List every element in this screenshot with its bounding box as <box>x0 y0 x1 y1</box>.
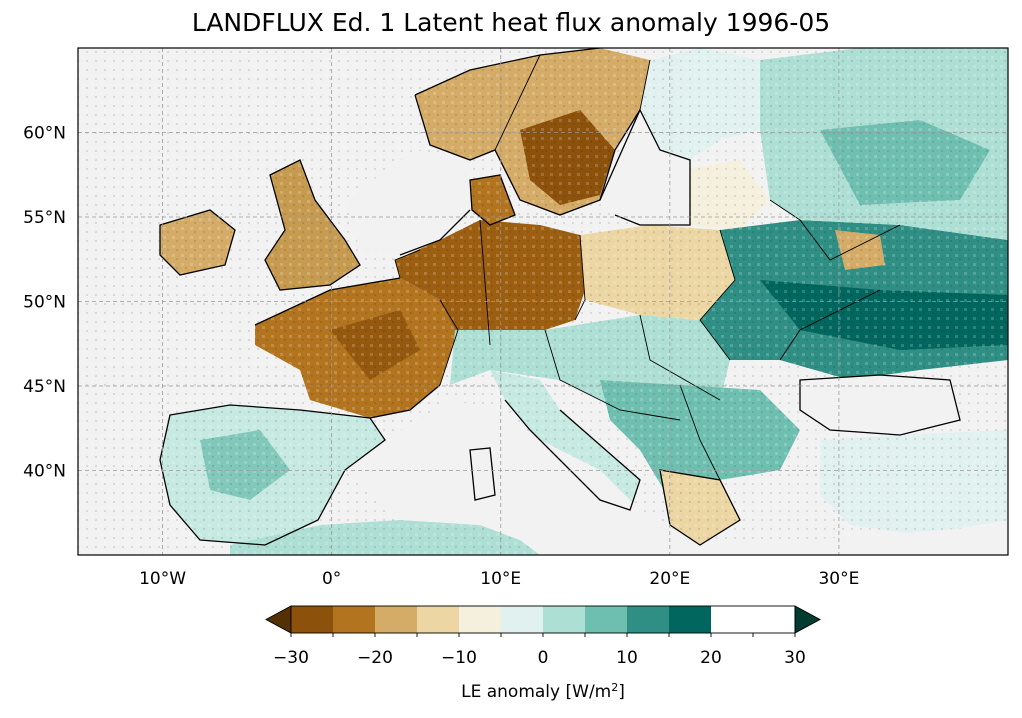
lon-tick-label: 0° <box>322 569 341 589</box>
colorbar-bin <box>459 606 501 633</box>
coastline-north-sea <box>399 209 471 256</box>
coastline-italy <box>504 399 641 511</box>
colorbar-bin <box>543 606 585 633</box>
coastline-iberia <box>159 404 386 546</box>
colorbar-bin <box>501 606 543 633</box>
colorbar-tick-label: −20 <box>357 648 393 668</box>
border-11 <box>639 59 651 111</box>
coastline-ireland <box>159 209 236 276</box>
lat-tick-label: 45°N <box>23 377 66 397</box>
colorbar-tick-label: 20 <box>700 648 722 668</box>
coastline-sardinia <box>469 447 496 501</box>
lon-tick-label: 10°W <box>139 569 186 589</box>
border-9 <box>769 199 901 261</box>
chart-title: LANDFLUX Ed. 1 Latent heat flux anomaly … <box>191 8 831 37</box>
colorbar-extend-low <box>265 605 292 634</box>
sea-north <box>345 150 470 255</box>
colorbar-bin <box>417 606 459 633</box>
colorbar-bin <box>375 606 417 633</box>
border-8 <box>779 289 881 361</box>
colorbar-label: LE anomaly [W/m2] <box>461 681 625 703</box>
gridlines <box>78 48 1008 555</box>
sea-black <box>800 375 960 435</box>
coastline-denmark <box>469 174 516 226</box>
border-7 <box>679 384 721 481</box>
coastlines <box>159 48 961 546</box>
axis-ticks: 10°W 0° 10°E 20°E 30°E 40°N 45°N 50°N 55°N 60°N <box>23 124 859 590</box>
border-2 <box>479 219 491 346</box>
border-12 <box>394 249 421 279</box>
colorbar-bin <box>669 606 711 633</box>
lat-tick-label: 50°N <box>23 293 66 313</box>
colorbar-tick-label: −30 <box>273 648 309 668</box>
sea-baltic <box>600 110 690 225</box>
lon-tick-label: 30°E <box>818 569 859 589</box>
colorbar-tick-label: 10 <box>616 648 638 668</box>
coastline-black-sea <box>799 374 961 436</box>
border-10 <box>494 54 541 151</box>
lon-tick-label: 10°E <box>480 569 521 589</box>
map-frame <box>77 47 1009 556</box>
lon-tick-label: 20°E <box>649 569 690 589</box>
coastline-scandinavia <box>414 48 641 216</box>
border-3 <box>574 234 586 321</box>
lat-tick-label: 60°N <box>23 124 66 144</box>
coastline-britain <box>264 159 361 291</box>
border-4 <box>699 229 736 361</box>
colorbar-tick-label: 30 <box>784 648 806 668</box>
colorbar-tick-label: 0 <box>538 648 549 668</box>
colorbar-extend-high <box>794 605 821 634</box>
colorbar-bin <box>585 606 627 633</box>
coastline-greece <box>659 469 741 546</box>
border-6 <box>639 314 721 401</box>
colorbar-bin <box>291 606 333 633</box>
lat-tick-label: 40°N <box>23 462 66 482</box>
coastline-france <box>254 277 441 419</box>
colorbar: −30 −20 −10 0 10 20 30 <box>265 605 821 668</box>
border-5 <box>544 329 681 421</box>
colorbar-bin <box>333 606 375 633</box>
country-borders <box>394 54 901 481</box>
lat-tick-label: 55°N <box>23 208 66 228</box>
border-1 <box>439 299 459 386</box>
colorbar-bin <box>627 606 669 633</box>
sea-mediterranean <box>345 400 1008 555</box>
colorbar-tick-label: −10 <box>441 648 477 668</box>
